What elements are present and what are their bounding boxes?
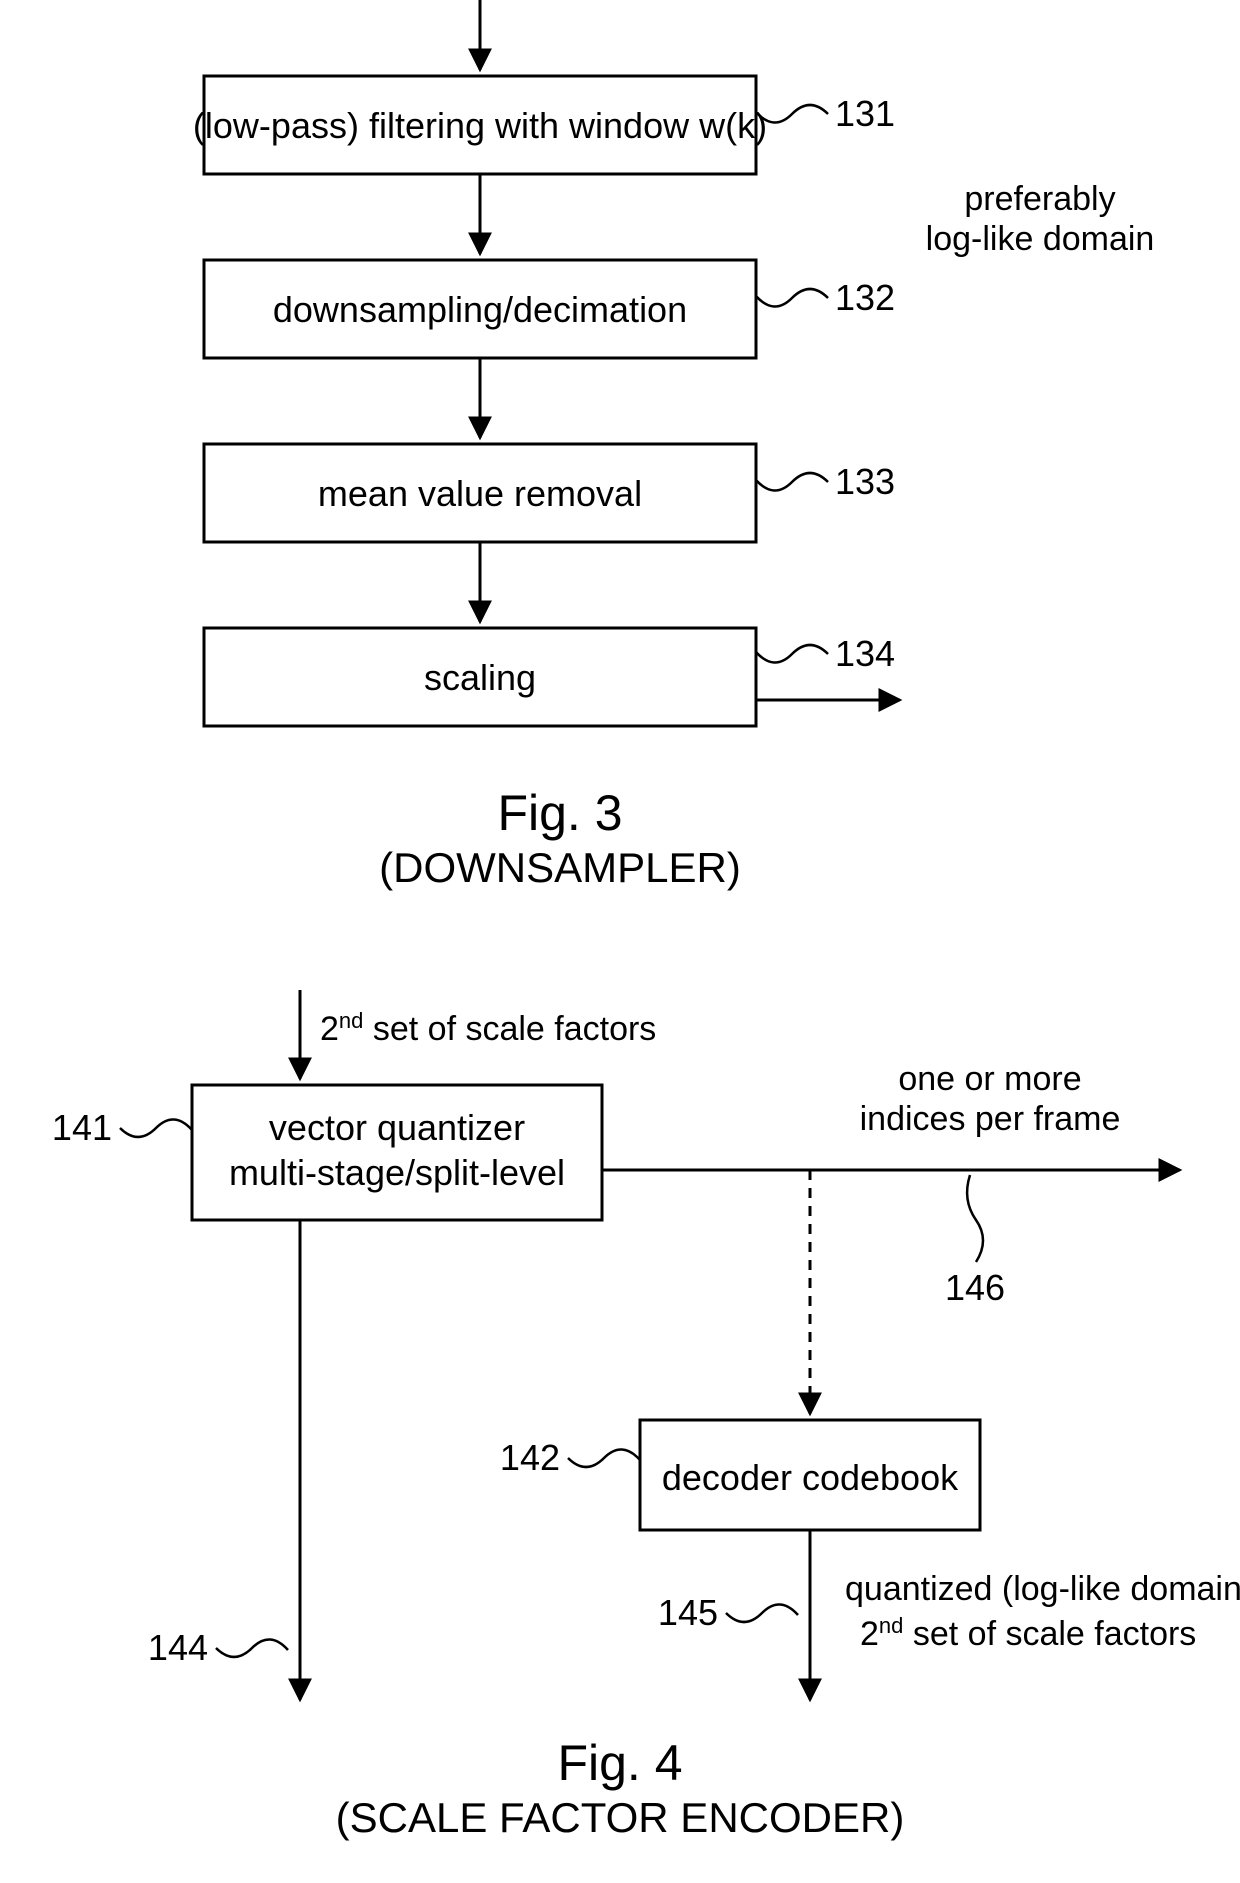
fig4-ref-146: 146 [945, 1267, 1005, 1308]
fig3-leader-134 [756, 645, 828, 663]
fig4-in-label-rest: set of scale factors [363, 1010, 656, 1048]
fig3-box-131-label: (low-pass) filtering with window w(k) [193, 105, 767, 146]
fig4-box-142-label: decoder codebook [662, 1457, 959, 1498]
fig3-leader-133 [756, 473, 828, 491]
fig4-leader-145 [726, 1604, 798, 1622]
fig4-label-145-2-num: 2 [860, 1615, 879, 1653]
fig3-ref-132: 132 [835, 277, 895, 318]
fig3-box-133-label: mean value removal [318, 473, 642, 514]
fig4-in-label-num: 2 [320, 1010, 339, 1048]
fig4-subtitle: (SCALE FACTOR ENCODER) [336, 1794, 905, 1841]
fig4-leader-142 [568, 1449, 640, 1467]
fig4-label-145-line1: quantized (log-like domain) [845, 1570, 1240, 1608]
fig4-ref-144: 144 [148, 1627, 208, 1668]
fig4-ref-145: 145 [658, 1592, 718, 1633]
fig3-sidenote-2: log-like domain [926, 220, 1155, 258]
fig4-title: Fig. 4 [557, 1735, 682, 1791]
fig4-leader-146 [967, 1175, 983, 1262]
fig4-in-label-sup: nd [339, 1008, 363, 1033]
fig4-box-141-line1: vector quantizer [269, 1107, 525, 1148]
fig3-ref-133: 133 [835, 461, 895, 502]
fig4-label-145-line2: 2nd set of scale factors [860, 1613, 1196, 1653]
fig3-ref-131: 131 [835, 93, 895, 134]
fig4-in-label: 2nd set of scale factors [320, 1008, 656, 1048]
fig3-sidenote-1: preferably [964, 180, 1115, 218]
fig4-leader-144 [216, 1639, 288, 1657]
fig4-label-146-line2: indices per frame [860, 1100, 1121, 1138]
fig3-box-134-label: scaling [424, 657, 536, 698]
fig3-subtitle: (DOWNSAMPLER) [379, 844, 741, 891]
fig4-label-145-2-rest: set of scale factors [903, 1615, 1196, 1653]
fig4-label-146-line1: one or more [898, 1060, 1081, 1098]
fig4-leader-141 [120, 1119, 192, 1137]
fig4-ref-142: 142 [500, 1437, 560, 1478]
fig3-ref-134: 134 [835, 633, 895, 674]
fig3-leader-132 [756, 289, 828, 307]
fig3-box-132-label: downsampling/decimation [273, 289, 687, 330]
fig4-label-145-2-sup: nd [879, 1613, 903, 1638]
fig4-ref-141: 141 [52, 1107, 112, 1148]
fig3-title: Fig. 3 [497, 785, 622, 841]
fig4-box-141-line2: multi-stage/split-level [229, 1152, 565, 1193]
